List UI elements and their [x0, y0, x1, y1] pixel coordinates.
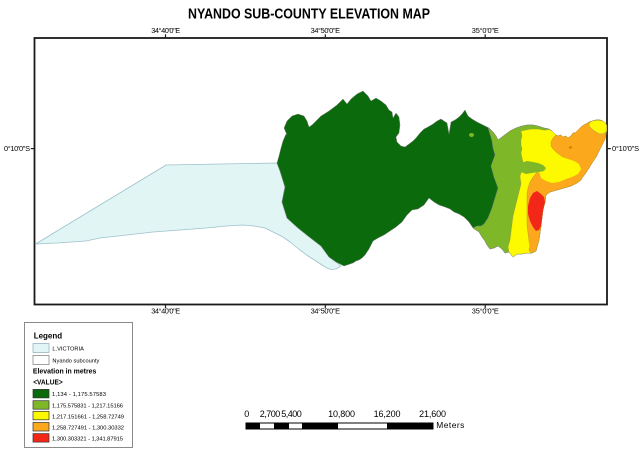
svg-text:<VALUE>: <VALUE> [33, 377, 63, 386]
svg-text:34°40'0"E: 34°40'0"E [151, 26, 180, 35]
svg-text:0°10'0"S: 0°10'0"S [4, 144, 30, 153]
svg-text:NYANDO SUB-COUNTY ELEVATION MA: NYANDO SUB-COUNTY ELEVATION MAP [188, 6, 430, 22]
svg-text:34°50'0"E: 34°50'0"E [311, 26, 340, 35]
svg-text:1,217.151661 - 1,258.72749: 1,217.151661 - 1,258.72749 [52, 414, 124, 420]
svg-text:10,800: 10,800 [328, 409, 355, 419]
svg-text:0: 0 [244, 409, 249, 419]
svg-text:2,700: 2,700 [260, 409, 281, 419]
svg-text:1,258.727491 - 1,300.30332: 1,258.727491 - 1,300.30332 [52, 425, 124, 431]
svg-text:Nyando subcounty: Nyando subcounty [52, 359, 99, 365]
svg-text:Meters: Meters [436, 420, 464, 430]
svg-text:Legend: Legend [34, 330, 63, 340]
svg-text:L.VICTORIA: L.VICTORIA [52, 346, 84, 352]
svg-text:34°40'0"E: 34°40'0"E [151, 307, 180, 316]
svg-text:5,400: 5,400 [281, 409, 302, 419]
svg-text:1,300.303321 - 1,341.87915: 1,300.303321 - 1,341.87915 [52, 437, 123, 443]
svg-text:21,600: 21,600 [419, 409, 446, 419]
svg-text:35°0'0"E: 35°0'0"E [472, 26, 499, 35]
svg-text:1,175.575831 - 1,217.15166: 1,175.575831 - 1,217.15166 [52, 404, 123, 410]
svg-text:1,134 - 1,175.57583: 1,134 - 1,175.57583 [52, 392, 106, 398]
svg-text:Elevation in metres: Elevation in metres [33, 366, 97, 375]
svg-text:0°10'0"S: 0°10'0"S [612, 144, 639, 153]
svg-text:34°50'0"E: 34°50'0"E [311, 307, 340, 316]
svg-text:16,200: 16,200 [374, 409, 401, 419]
svg-text:35°0'0"E: 35°0'0"E [472, 307, 499, 316]
